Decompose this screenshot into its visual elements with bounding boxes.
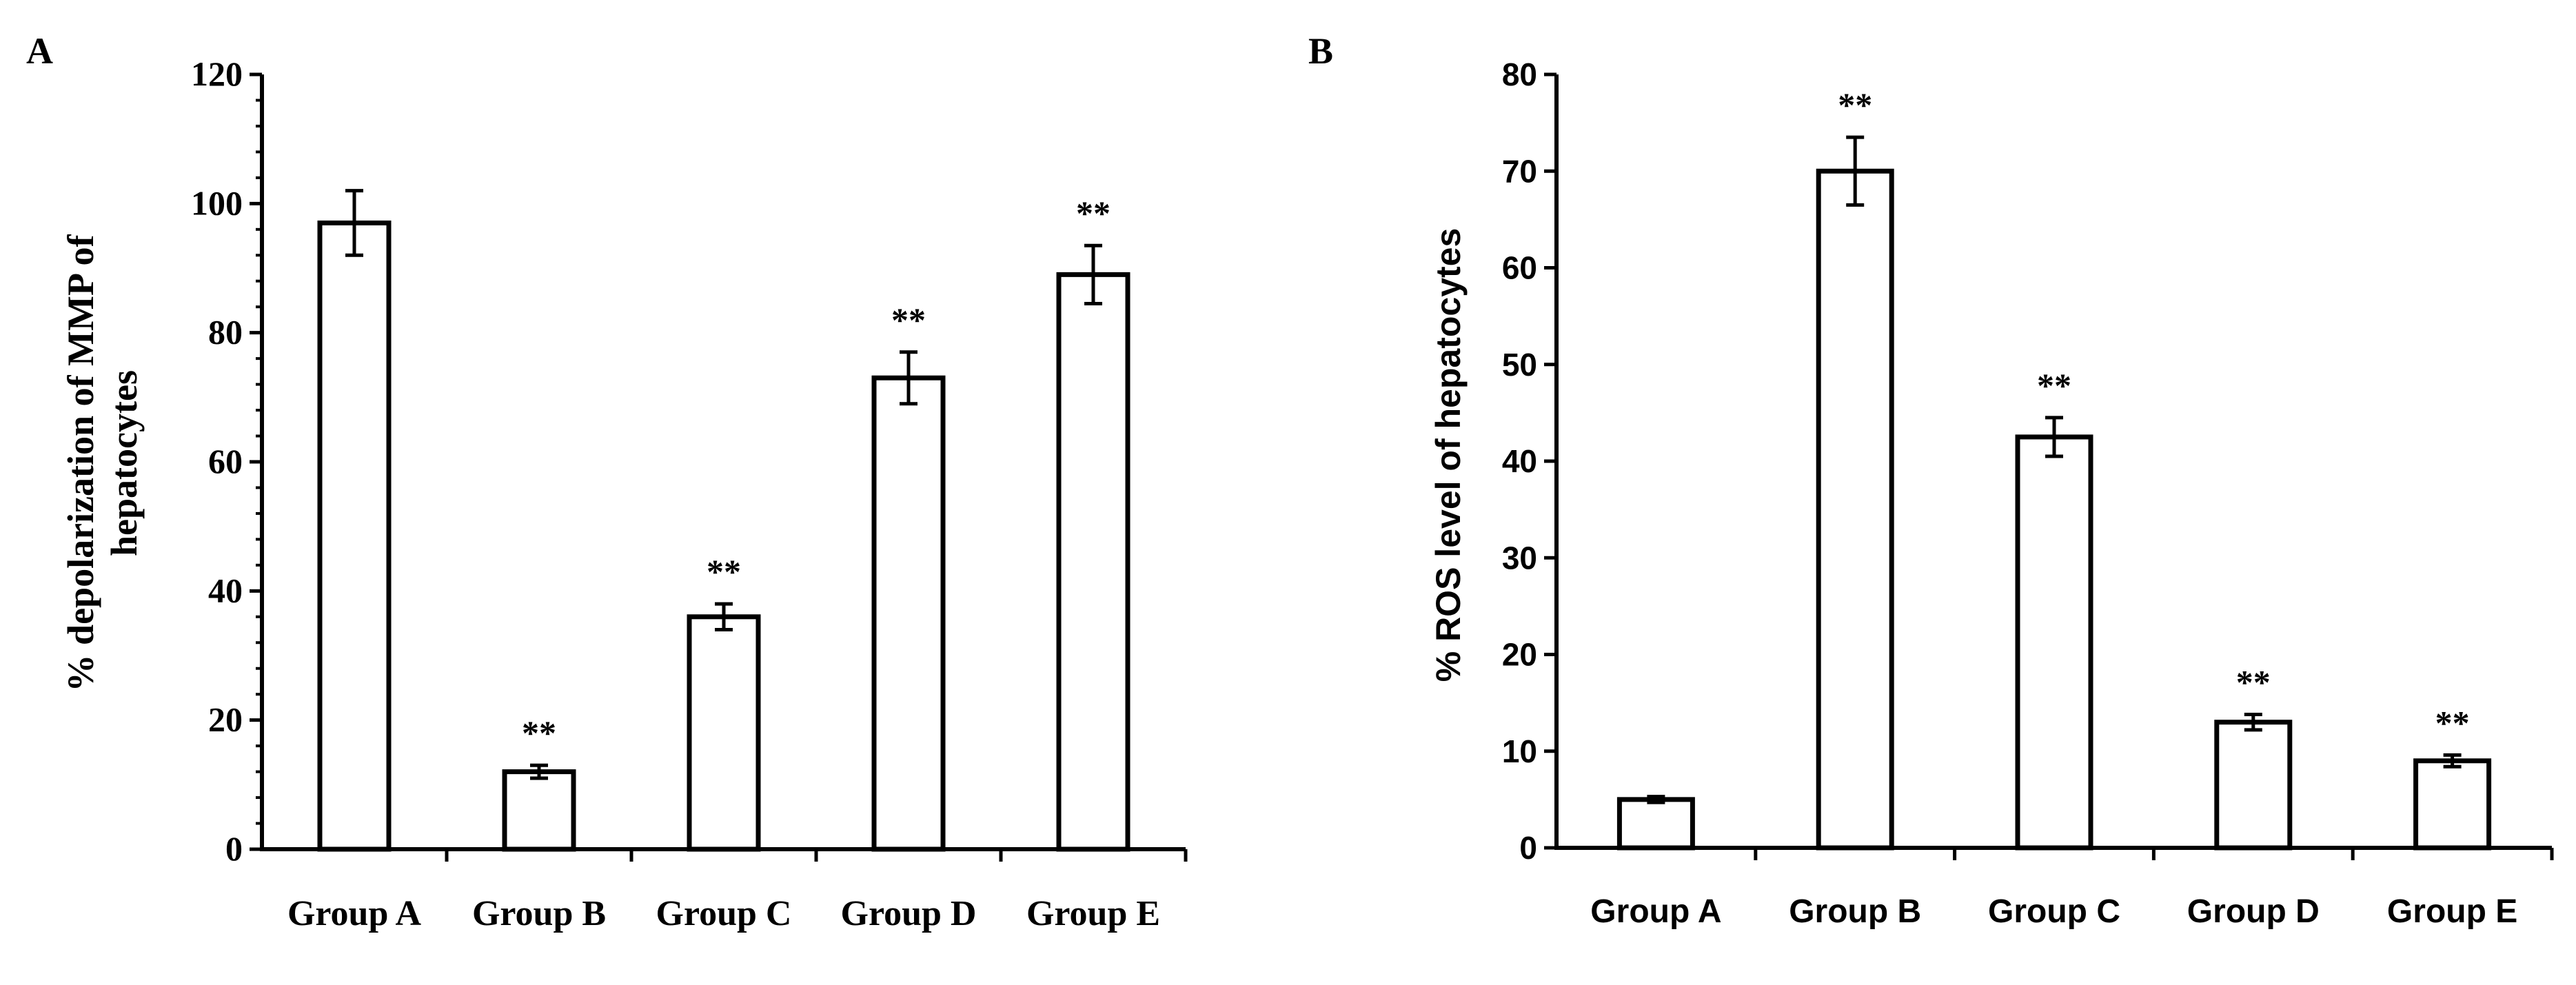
y-tick-label: 50	[1502, 347, 1537, 383]
significance-marker: **	[707, 552, 741, 591]
y-tick-label: 0	[225, 829, 243, 868]
y-tick-label: 20	[1502, 637, 1537, 673]
y-tick-label: 40	[1502, 443, 1537, 479]
y-tick-label: 20	[208, 700, 243, 739]
bar	[2413, 758, 2492, 851]
y-axis-label: % depolarization of MMP of	[60, 234, 101, 692]
panel-b-chart: B 0 10 20 30 40 50 60 70 80 Group A ** Group B ** Grou…	[1308, 30, 2554, 930]
y-tick-label: 10	[1502, 733, 1537, 769]
panel-letter: B	[1308, 30, 1333, 72]
bar	[2015, 434, 2093, 851]
y-tick-label: 70	[1502, 153, 1537, 189]
significance-marker: **	[2236, 662, 2271, 701]
significance-marker: **	[1838, 85, 1872, 124]
category-label: Group E	[2387, 893, 2517, 930]
y-tick-label: 100	[191, 183, 243, 222]
y-tick-label: 80	[1502, 57, 1537, 92]
bar	[687, 614, 761, 852]
y-tick-label: 0	[1519, 830, 1537, 866]
bar	[1816, 168, 1894, 851]
significance-marker: **	[2435, 703, 2470, 742]
significance-marker: **	[2037, 366, 2071, 405]
bar	[2214, 720, 2293, 851]
y-tick-label: 80	[208, 313, 243, 352]
bar	[317, 220, 392, 852]
category-label: Group C	[1988, 893, 2120, 930]
y-axis-label: hepatocytes	[103, 370, 145, 556]
category-label: Group B	[472, 894, 606, 933]
category-label: Group C	[656, 894, 792, 933]
category-label: Group D	[841, 894, 977, 933]
significance-marker: **	[891, 301, 926, 339]
bar	[1056, 272, 1130, 852]
category-label: Group B	[1789, 893, 1921, 930]
category-label: Group A	[287, 894, 422, 933]
y-tick-label: 30	[1502, 540, 1537, 576]
category-label: Group E	[1026, 894, 1160, 933]
category-label: Group D	[2187, 893, 2320, 930]
significance-marker: **	[1076, 194, 1110, 232]
y-axis-label: % ROS level of hepatocytes	[1429, 228, 1468, 682]
y-tick-label: 120	[191, 54, 243, 93]
y-tick-label: 60	[1502, 250, 1537, 286]
bar	[502, 769, 576, 852]
significance-marker: **	[522, 713, 556, 752]
bar	[1616, 797, 1695, 851]
panel-a-chart: A 0 20 40 60 80 100 120 Group A ** Group B ** Group …	[26, 30, 1188, 933]
y-tick-label: 40	[208, 571, 243, 609]
bar	[871, 375, 946, 852]
category-label: Group A	[1590, 893, 1721, 930]
y-tick-label: 60	[208, 442, 243, 480]
panel-letter: A	[26, 30, 53, 72]
